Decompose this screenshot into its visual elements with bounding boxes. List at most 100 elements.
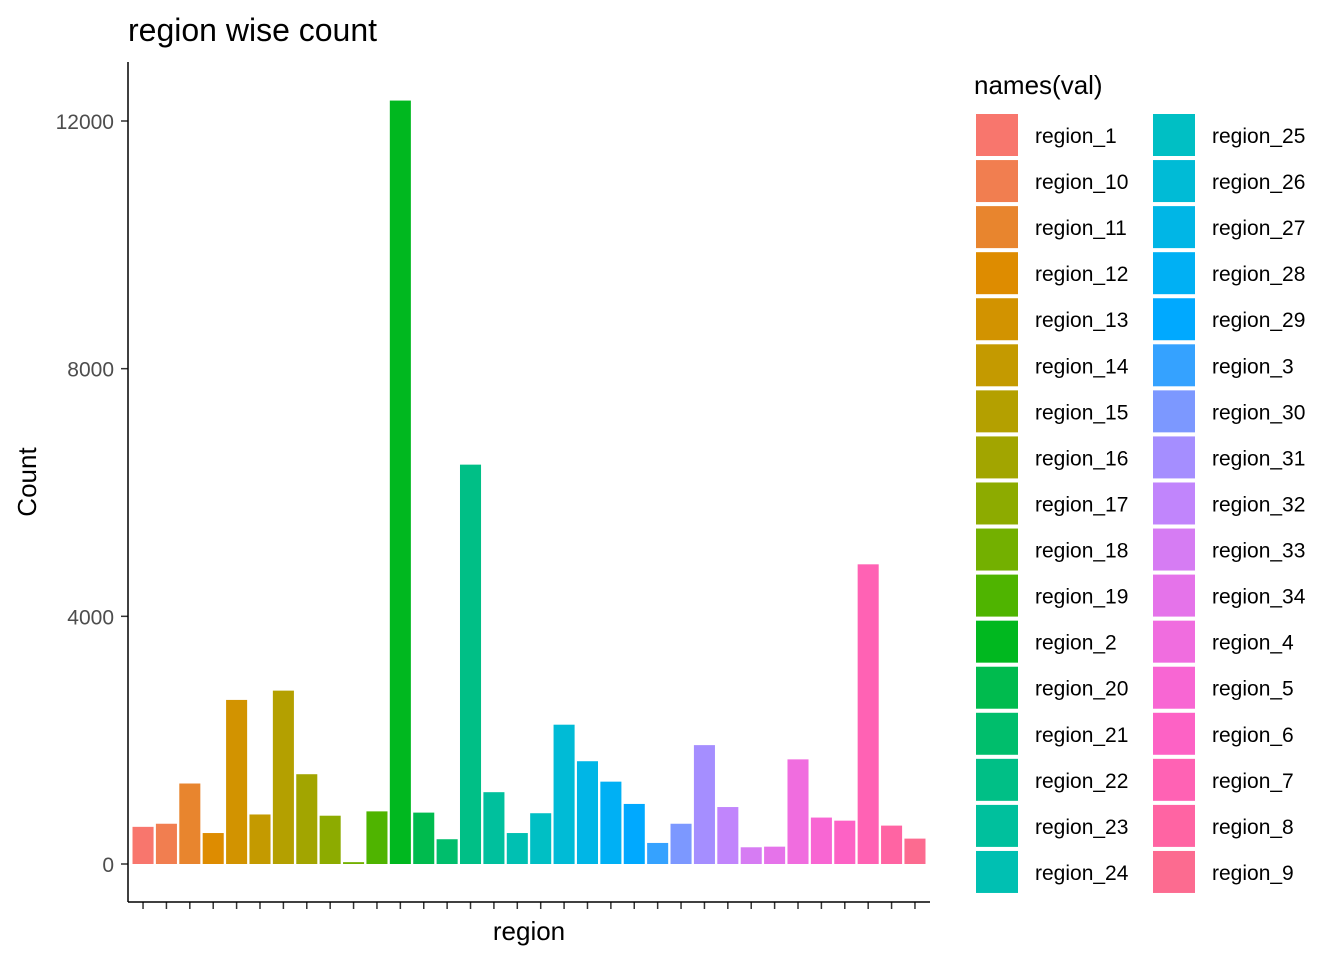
legend-swatch (976, 574, 1018, 617)
bar-region-11 (179, 783, 201, 864)
legend-label: region_4 (1212, 632, 1294, 655)
legend-swatch (976, 482, 1018, 525)
legend: region_1region_10region_11region_12regio… (976, 114, 1306, 893)
bar-region-30 (670, 823, 692, 864)
legend-label: region_33 (1212, 540, 1305, 563)
bar-region-17 (319, 815, 341, 864)
bar-region-8 (881, 825, 903, 864)
y-tick-label: 0 (102, 854, 114, 877)
legend-swatch (1153, 712, 1195, 755)
legend-swatch (976, 344, 1018, 387)
legend-swatch (1153, 528, 1195, 571)
y-tick-label: 4000 (67, 606, 114, 629)
bar-region-4 (787, 759, 809, 864)
legend-swatch (976, 758, 1018, 801)
legend-label: region_14 (1035, 355, 1129, 378)
bar-region-5 (810, 817, 832, 864)
bar-region-28 (600, 781, 622, 864)
legend-label: region_28 (1212, 263, 1305, 286)
legend-label: region_21 (1035, 724, 1128, 747)
legend-label: region_17 (1035, 493, 1128, 516)
bar-region-20 (413, 812, 435, 864)
bar-region-21 (436, 839, 458, 864)
legend-swatch (1153, 620, 1195, 663)
legend-label: region_5 (1212, 678, 1294, 701)
legend-label: region_30 (1212, 401, 1305, 424)
legend-swatch (976, 620, 1018, 663)
legend-label: region_7 (1212, 770, 1294, 793)
legend-swatch (976, 206, 1018, 249)
bar-region-6 (834, 820, 856, 864)
legend-label: region_6 (1212, 724, 1294, 747)
y-axis-ticks: 0 4000 8000 12000 (56, 111, 128, 877)
bar-region-27 (576, 761, 598, 864)
legend-label: region_27 (1212, 217, 1305, 240)
bar-region-1 (132, 826, 154, 864)
legend-swatch (976, 114, 1018, 156)
legend-label: region_20 (1035, 678, 1128, 701)
legend-swatch (1153, 804, 1195, 847)
legend-label: region_2 (1035, 632, 1117, 655)
legend-swatch (976, 160, 1018, 203)
legend-label: region_31 (1212, 447, 1305, 470)
legend-swatch (976, 528, 1018, 571)
y-axis-label: Count (12, 447, 42, 517)
y-tick-label: 8000 (67, 359, 114, 382)
legend-label: region_10 (1035, 171, 1128, 194)
legend-swatch (976, 804, 1018, 847)
legend-swatch (1153, 574, 1195, 617)
legend-swatch (1153, 344, 1195, 387)
legend-label: region_24 (1035, 862, 1129, 885)
bar-region-2 (389, 100, 411, 864)
legend-label: region_9 (1212, 862, 1294, 885)
legend-swatch (976, 252, 1018, 295)
bar-region-10 (155, 823, 177, 864)
bar-region-22 (459, 464, 482, 864)
bar-region-16 (296, 774, 318, 864)
legend-label: region_26 (1212, 171, 1305, 194)
bar-region-25 (530, 813, 552, 864)
legend-swatch (1153, 850, 1195, 893)
bar-region-19 (366, 811, 388, 864)
bar-region-7 (857, 564, 879, 864)
legend-swatch (976, 390, 1018, 433)
legend-label: region_18 (1035, 540, 1128, 563)
bar-region-34 (764, 846, 786, 864)
bar-region-24 (506, 833, 528, 864)
legend-label: region_1 (1035, 125, 1117, 148)
bar-region-12 (202, 833, 224, 864)
bar-region-33 (740, 847, 762, 864)
bar-region-15 (272, 690, 294, 864)
legend-swatch (1153, 114, 1195, 156)
x-axis-ticks (142, 902, 916, 909)
legend-label: region_16 (1035, 447, 1128, 470)
legend-swatch (976, 298, 1018, 341)
bar-region-23 (483, 792, 505, 864)
legend-label: region_8 (1212, 816, 1294, 839)
legend-label: region_12 (1035, 263, 1128, 286)
legend-swatch (1153, 436, 1195, 479)
legend-label: region_32 (1212, 493, 1305, 516)
bar-region-18 (343, 862, 365, 864)
legend-label: region_3 (1212, 355, 1294, 378)
legend-label: region_23 (1035, 816, 1128, 839)
legend-swatch (1153, 206, 1195, 249)
bar-region-13 (226, 699, 248, 864)
legend-label: region_11 (1035, 217, 1127, 240)
legend-title: names(val) (974, 70, 1103, 100)
legend-swatch (1153, 298, 1195, 341)
legend-label: region_19 (1035, 586, 1128, 609)
legend-swatch (1153, 482, 1195, 525)
y-tick-label: 12000 (56, 111, 114, 134)
legend-label: region_13 (1035, 309, 1128, 332)
legend-label: region_29 (1212, 309, 1305, 332)
legend-swatch (1153, 390, 1195, 433)
legend-swatch (1153, 160, 1195, 203)
bar-region-3 (647, 842, 669, 864)
legend-swatch (1153, 758, 1195, 801)
legend-swatch (976, 850, 1018, 893)
bar-region-31 (693, 745, 715, 864)
bar-region-14 (249, 814, 271, 864)
